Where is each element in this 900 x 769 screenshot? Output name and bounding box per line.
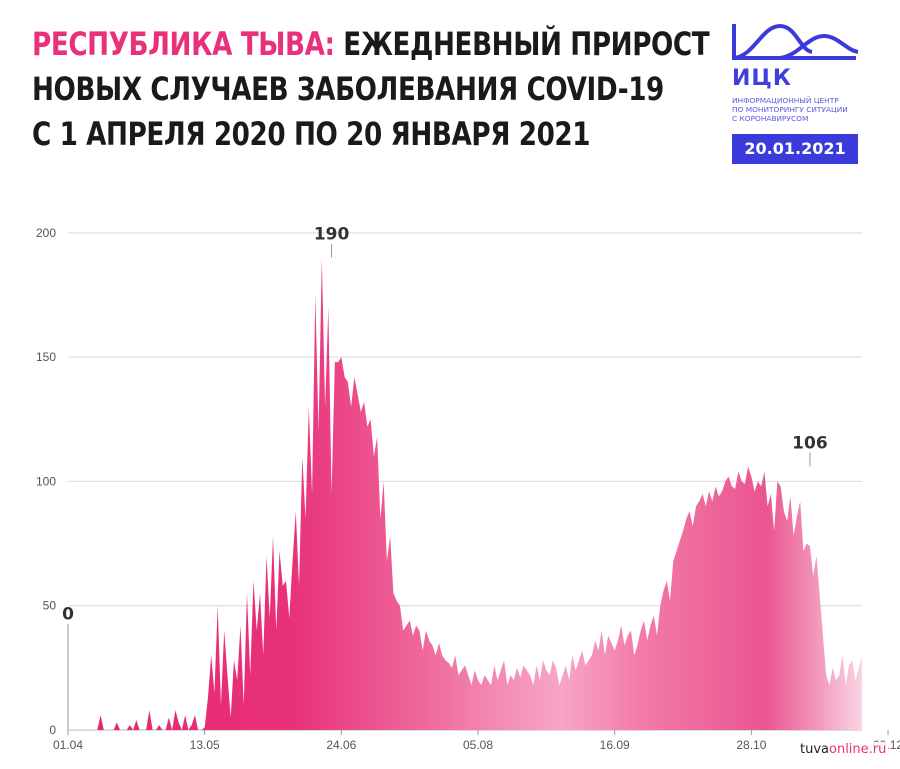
title-line2: НОВЫХ СЛУЧАЕВ ЗАБОЛЕВАНИЯ COVID-19	[32, 70, 664, 108]
y-tick-label: 100	[36, 474, 56, 488]
source-credit: tuvaonline.ru	[798, 742, 889, 757]
y-tick-label: 200	[36, 226, 56, 240]
credit-domain: online.ru	[829, 742, 887, 757]
series-area	[68, 257, 862, 730]
logo-subtitle: ИНФОРМАЦИОННЫЙ ЦЕНТР ПО МОНИТОРИНГУ СИТУ…	[732, 96, 848, 123]
x-tick-label: 28.10	[736, 738, 766, 752]
x-tick-label: 24.06	[326, 738, 356, 752]
credit-name: tuva	[800, 742, 829, 757]
x-tick-label: 05.08	[463, 738, 493, 752]
daily-cases-chart: 0 50 100 150 200 01.04 13.05 24.06 05.08 16.09 28…	[36, 225, 900, 752]
logo-abbreviation: ИЦК	[732, 66, 792, 91]
x-tick-label: 13.05	[190, 738, 220, 752]
x-tick-label: 01.04	[53, 738, 83, 752]
annotation-label: 0	[62, 605, 74, 625]
annotations: 019010630	[62, 225, 828, 730]
title-line1-rest: ЕЖЕДНЕВНЫЙ ПРИРОСТ	[334, 25, 710, 63]
y-tick-label: 50	[43, 599, 57, 613]
y-tick-label: 150	[36, 350, 56, 364]
title-highlight: РЕСПУБЛИКА ТЫВА:	[32, 25, 335, 63]
title-line3: С 1 АПРЕЛЯ 2020 ПО 20 ЯНВАРЯ 2021	[32, 115, 591, 153]
annotation-label: 106	[792, 434, 828, 454]
report-date-badge: 20.01.2021	[732, 134, 858, 164]
cases-area	[68, 257, 862, 730]
chart-title: РЕСПУБЛИКА ТЫВА: ЕЖЕДНЕВНЫЙ ПРИРОСТ НОВЫХ…	[32, 22, 710, 157]
annotation-label: 190	[314, 225, 350, 245]
logo: ИЦК ИНФОРМАЦИОННЫЙ ЦЕНТР ПО МОНИТОРИНГУ …	[732, 22, 862, 167]
wave-logo-icon	[732, 23, 859, 60]
y-tick-label: 0	[49, 723, 56, 737]
x-tick-label: 16.09	[600, 738, 630, 752]
